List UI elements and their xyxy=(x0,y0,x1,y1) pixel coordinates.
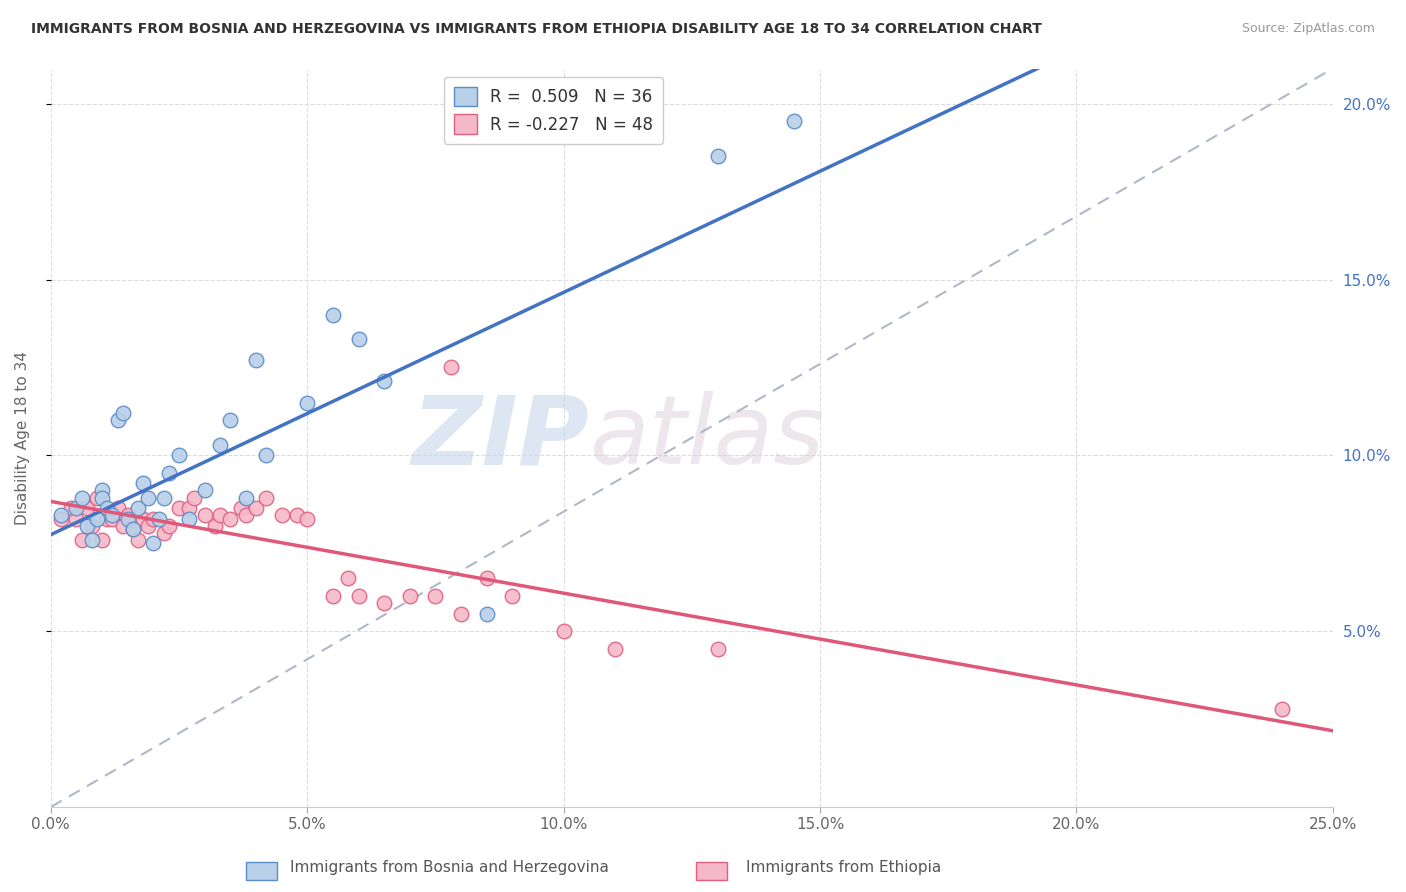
Point xyxy=(204,518,226,533)
Point xyxy=(157,466,180,480)
Point xyxy=(297,511,319,525)
Point xyxy=(91,533,114,547)
Point xyxy=(245,501,267,516)
Point xyxy=(117,511,139,525)
Point xyxy=(127,533,149,547)
Point xyxy=(142,536,165,550)
Point xyxy=(603,641,626,656)
Point xyxy=(60,501,83,516)
Point xyxy=(157,518,180,533)
Point xyxy=(475,607,498,621)
Point xyxy=(706,641,728,656)
Point xyxy=(297,395,319,409)
Text: Immigrants from Bosnia and Herzegovina: Immigrants from Bosnia and Herzegovina xyxy=(291,860,609,874)
Point xyxy=(127,501,149,516)
Point xyxy=(219,511,242,525)
Point xyxy=(107,501,129,516)
Point xyxy=(65,501,87,516)
Point xyxy=(122,522,145,536)
Point xyxy=(235,491,257,505)
Point xyxy=(91,483,114,498)
Point xyxy=(76,518,98,533)
Point xyxy=(285,508,308,522)
Point xyxy=(219,413,242,427)
Point xyxy=(76,501,98,516)
Point xyxy=(49,511,72,525)
Point xyxy=(117,508,139,522)
Point xyxy=(179,511,201,525)
Point xyxy=(254,448,277,462)
Point xyxy=(254,491,277,505)
Point xyxy=(270,508,292,522)
Text: atlas: atlas xyxy=(589,392,824,484)
Point xyxy=(501,589,523,603)
Legend: R =  0.509   N = 36, R = -0.227   N = 48: R = 0.509 N = 36, R = -0.227 N = 48 xyxy=(444,77,664,144)
Point xyxy=(111,406,134,420)
Point xyxy=(132,511,155,525)
Point xyxy=(167,448,190,462)
Point xyxy=(96,501,118,516)
Point xyxy=(347,332,370,346)
Point xyxy=(107,413,129,427)
Point xyxy=(80,533,103,547)
Point xyxy=(194,483,217,498)
Point xyxy=(337,571,360,585)
Point xyxy=(179,501,201,516)
Point xyxy=(101,508,124,522)
Point xyxy=(450,607,472,621)
Point xyxy=(783,114,806,128)
Point xyxy=(440,360,463,375)
Point xyxy=(122,522,145,536)
Point xyxy=(96,511,118,525)
Point xyxy=(70,533,93,547)
Text: IMMIGRANTS FROM BOSNIA AND HERZEGOVINA VS IMMIGRANTS FROM ETHIOPIA DISABILITY AG: IMMIGRANTS FROM BOSNIA AND HERZEGOVINA V… xyxy=(31,22,1042,37)
Point xyxy=(1271,701,1294,715)
Point xyxy=(132,476,155,491)
Point xyxy=(183,491,205,505)
Text: Immigrants from Ethiopia: Immigrants from Ethiopia xyxy=(747,860,941,874)
Point xyxy=(209,508,232,522)
Point xyxy=(86,491,108,505)
Point xyxy=(142,511,165,525)
Point xyxy=(65,511,87,525)
Y-axis label: Disability Age 18 to 34: Disability Age 18 to 34 xyxy=(15,351,30,524)
Point xyxy=(347,589,370,603)
Point xyxy=(194,508,217,522)
Point xyxy=(136,491,159,505)
Point xyxy=(229,501,252,516)
Point xyxy=(706,149,728,163)
Point xyxy=(70,491,93,505)
Point xyxy=(80,518,103,533)
Point xyxy=(49,508,72,522)
Point xyxy=(209,438,232,452)
Point xyxy=(235,508,257,522)
Point xyxy=(111,518,134,533)
Point xyxy=(245,353,267,368)
Point xyxy=(425,589,447,603)
Text: ZIP: ZIP xyxy=(412,392,589,484)
Point xyxy=(373,375,395,389)
Point xyxy=(322,308,344,322)
Point xyxy=(373,596,395,610)
Point xyxy=(136,518,159,533)
Point xyxy=(86,511,108,525)
Point xyxy=(475,571,498,585)
Point xyxy=(167,501,190,516)
Point xyxy=(91,491,114,505)
Point xyxy=(322,589,344,603)
Text: Source: ZipAtlas.com: Source: ZipAtlas.com xyxy=(1241,22,1375,36)
Point xyxy=(553,624,575,639)
Point xyxy=(152,491,174,505)
Point xyxy=(398,589,420,603)
Point xyxy=(148,511,170,525)
Point xyxy=(152,525,174,540)
Point xyxy=(101,511,124,525)
